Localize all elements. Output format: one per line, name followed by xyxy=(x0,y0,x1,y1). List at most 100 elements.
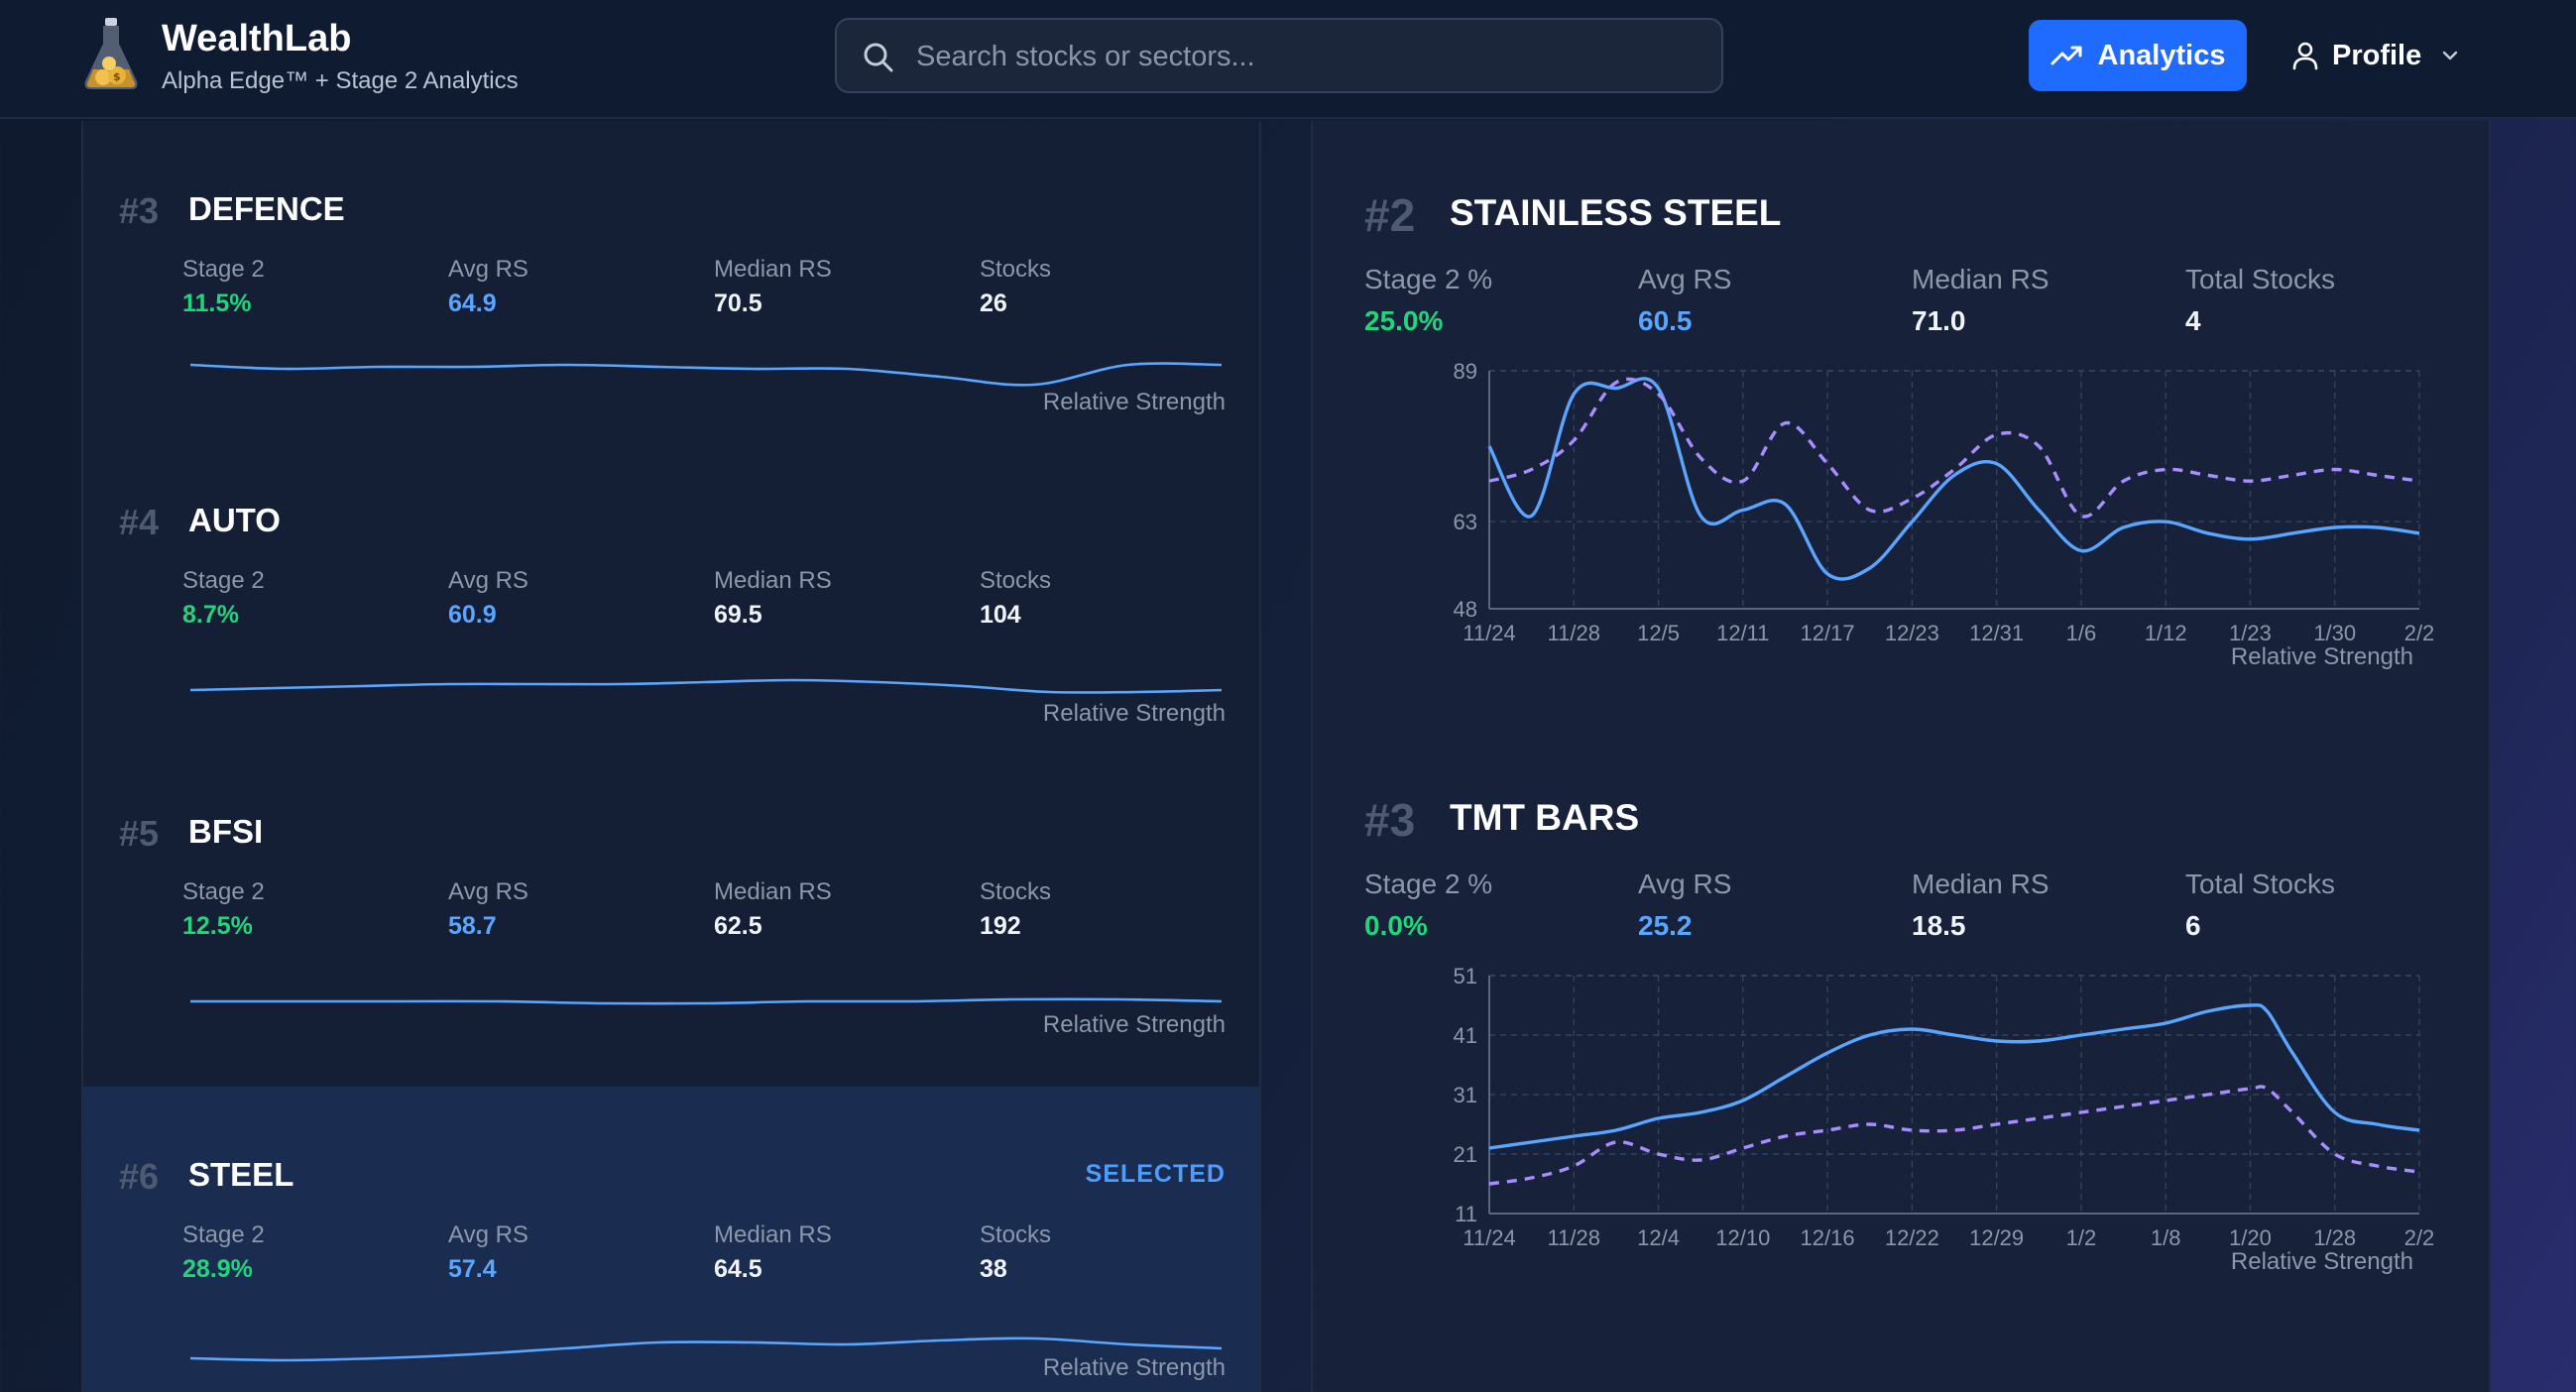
stocks-value: 26 xyxy=(980,290,1007,317)
stage2-value: 8.7% xyxy=(182,601,239,629)
x-tick-label: 12/5 xyxy=(1637,621,1680,645)
x-tick-label: 12/22 xyxy=(1885,1225,1939,1250)
wealthlab-logo-icon[interactable]: $ xyxy=(79,18,143,93)
trending-up-icon xyxy=(2050,46,2082,65)
stage2-stat: Stage 2 28.9% xyxy=(182,1221,265,1284)
search-input[interactable] xyxy=(916,34,1699,79)
svg-text:$: $ xyxy=(113,70,121,83)
median-rs-label: Median RS xyxy=(714,567,832,594)
stocks-stat: Stocks 104 xyxy=(980,567,1051,630)
sector-card-auto[interactable]: #4 AUTO Stage 2 8.7% Avg RS 60.9 Median RS… xyxy=(83,432,1259,744)
avg-rs-stat: Avg RS 57.4 xyxy=(448,1221,528,1284)
stage2-stat: Stage 2 8.7% xyxy=(182,567,265,630)
y-tick-label: 11 xyxy=(1455,1202,1477,1226)
stage2-value: 0.0% xyxy=(1364,910,1428,941)
total-stocks-stat: Total Stocks 4 xyxy=(2185,264,2335,337)
sector-name: AUTO xyxy=(188,502,281,538)
x-tick-label: 12/11 xyxy=(1716,621,1769,645)
series-line-dashed xyxy=(1488,1085,2420,1186)
y-tick-label: 41 xyxy=(1454,1023,1477,1048)
avg-rs-value: 58.7 xyxy=(448,912,497,940)
series-line-dashed xyxy=(1488,377,2420,519)
median-rs-value: 18.5 xyxy=(1912,910,1966,941)
stage2-label: Stage 2 xyxy=(182,878,265,905)
median-rs-label: Median RS xyxy=(1912,264,2049,294)
stage2-value: 25.0% xyxy=(1364,305,1444,336)
stocks-stat: Stocks 38 xyxy=(980,1221,1051,1284)
stage2-stat: Stage 2 % 0.0% xyxy=(1364,869,1492,942)
stage2-value: 28.9% xyxy=(182,1255,253,1283)
x-tick-label: 1/30 xyxy=(2313,621,2356,645)
stage2-label: Stage 2 % xyxy=(1364,869,1493,899)
brand-title: WealthLab xyxy=(162,18,352,59)
stocks-label: Stocks xyxy=(980,256,1052,283)
median-rs-stat: Median RS 64.5 xyxy=(714,1221,832,1284)
x-tick-label: 1/2 xyxy=(2066,1225,2097,1250)
analytics-button[interactable]: Analytics xyxy=(2029,20,2247,91)
stage2-stat: Stage 2 12.5% xyxy=(182,878,265,941)
avg-rs-stat: Avg RS 25.2 xyxy=(1638,869,1731,942)
user-icon xyxy=(2292,42,2318,70)
x-tick-label: 11/24 xyxy=(1463,621,1515,645)
total-stocks-label: Total Stocks xyxy=(2185,869,2335,899)
sector-card-steel[interactable]: #6 STEEL SELECTED Stage 2 28.9% Avg RS 57.… xyxy=(83,1087,1259,1392)
x-tick-label: 11/24 xyxy=(1463,1225,1515,1250)
stocks-stat: Stocks 26 xyxy=(980,256,1051,318)
stage2-label: Stage 2 xyxy=(182,256,265,283)
avg-rs-stat: Avg RS 60.9 xyxy=(448,567,528,630)
median-rs-label: Median RS xyxy=(1912,869,2049,899)
sector-name: DEFENCE xyxy=(188,190,345,227)
sector-rank: #4 xyxy=(119,502,160,542)
avg-rs-value: 60.9 xyxy=(448,601,497,629)
subsector-rank: #3 xyxy=(1364,794,1416,846)
rs-line-chart: 11/24 11/28 12/4 12/10 12/16 12/22 12/29 1/2 1/8… xyxy=(1454,964,2435,1275)
sparkline-series xyxy=(189,1336,1223,1362)
rs-axis-label: Relative Strength xyxy=(1042,1354,1226,1381)
search-icon xyxy=(864,43,893,72)
x-axis-label: Relative Strength xyxy=(2231,1248,2413,1275)
median-rs-value: 71.0 xyxy=(1912,305,1966,336)
chevron-down-icon xyxy=(2443,51,2458,60)
avg-rs-stat: Avg RS 58.7 xyxy=(448,878,528,941)
median-rs-stat: Median RS 62.5 xyxy=(714,878,832,941)
stocks-value: 192 xyxy=(980,912,1021,940)
sector-rank: #3 xyxy=(119,190,160,231)
rs-sparkline xyxy=(190,997,1223,1005)
stage2-label: Stage 2 xyxy=(182,567,265,594)
profile-menu[interactable]: Profile xyxy=(2290,22,2479,89)
x-tick-label: 12/23 xyxy=(1885,621,1939,645)
x-tick-label: 2/2 xyxy=(2404,621,2435,645)
sector-list-panel: #3 DEFENCE Stage 2 11.5% Avg RS 64.9 Media… xyxy=(81,121,1261,1392)
rs-axis-label: Relative Strength xyxy=(1042,700,1226,727)
search-bar[interactable] xyxy=(835,18,1723,93)
sector-rank: #6 xyxy=(119,1156,160,1197)
subsector-name: TMT BARS xyxy=(1450,797,1640,838)
sector-card-bfsi[interactable]: #5 BFSI Stage 2 12.5% Avg RS 58.7 Median R… xyxy=(83,744,1259,1055)
y-tick-label: 48 xyxy=(1454,597,1477,622)
x-tick-label: 12/10 xyxy=(1715,1225,1770,1250)
sector-name: BFSI xyxy=(188,813,264,850)
median-rs-label: Median RS xyxy=(714,256,832,283)
analytics-button-label: Analytics xyxy=(2097,39,2226,71)
sector-rank: #5 xyxy=(119,813,160,854)
median-rs-value: 69.5 xyxy=(714,601,762,629)
rs-line-chart: 11/24 11/28 12/5 12/11 12/17 12/23 12/31 1/6 1/1… xyxy=(1454,359,2435,670)
subsector-card-stainless-steel[interactable]: #2 STAINLESS STEEL Stage 2 % 25.0% Avg RS… xyxy=(1313,121,2489,726)
y-tick-label: 51 xyxy=(1454,964,1477,988)
stocks-label: Stocks xyxy=(980,567,1052,594)
stage2-stat: Stage 2 11.5% xyxy=(182,256,265,318)
stocks-label: Stocks xyxy=(980,1221,1052,1248)
x-tick-label: 1/8 xyxy=(2151,1225,2181,1250)
avg-rs-label: Avg RS xyxy=(448,567,528,594)
stage2-label: Stage 2 % xyxy=(1364,264,1493,294)
stage2-stat: Stage 2 % 25.0% xyxy=(1364,264,1492,337)
subsector-rank: #2 xyxy=(1364,189,1416,241)
rs-sparkline xyxy=(189,678,1223,694)
total-stocks-label: Total Stocks xyxy=(2185,264,2335,294)
sector-card-defence[interactable]: #3 DEFENCE Stage 2 11.5% Avg RS 64.9 Media… xyxy=(83,121,1259,432)
x-tick-label: 12/17 xyxy=(1801,621,1855,645)
series-line-solid xyxy=(1487,377,2420,581)
sector-name: STEEL xyxy=(188,1156,294,1193)
x-tick-label: 1/12 xyxy=(2145,621,2187,645)
subsector-card-tmt-bars[interactable]: #3 TMT BARS Stage 2 % 0.0% Avg RS 25.2 Med… xyxy=(1313,726,2489,1331)
